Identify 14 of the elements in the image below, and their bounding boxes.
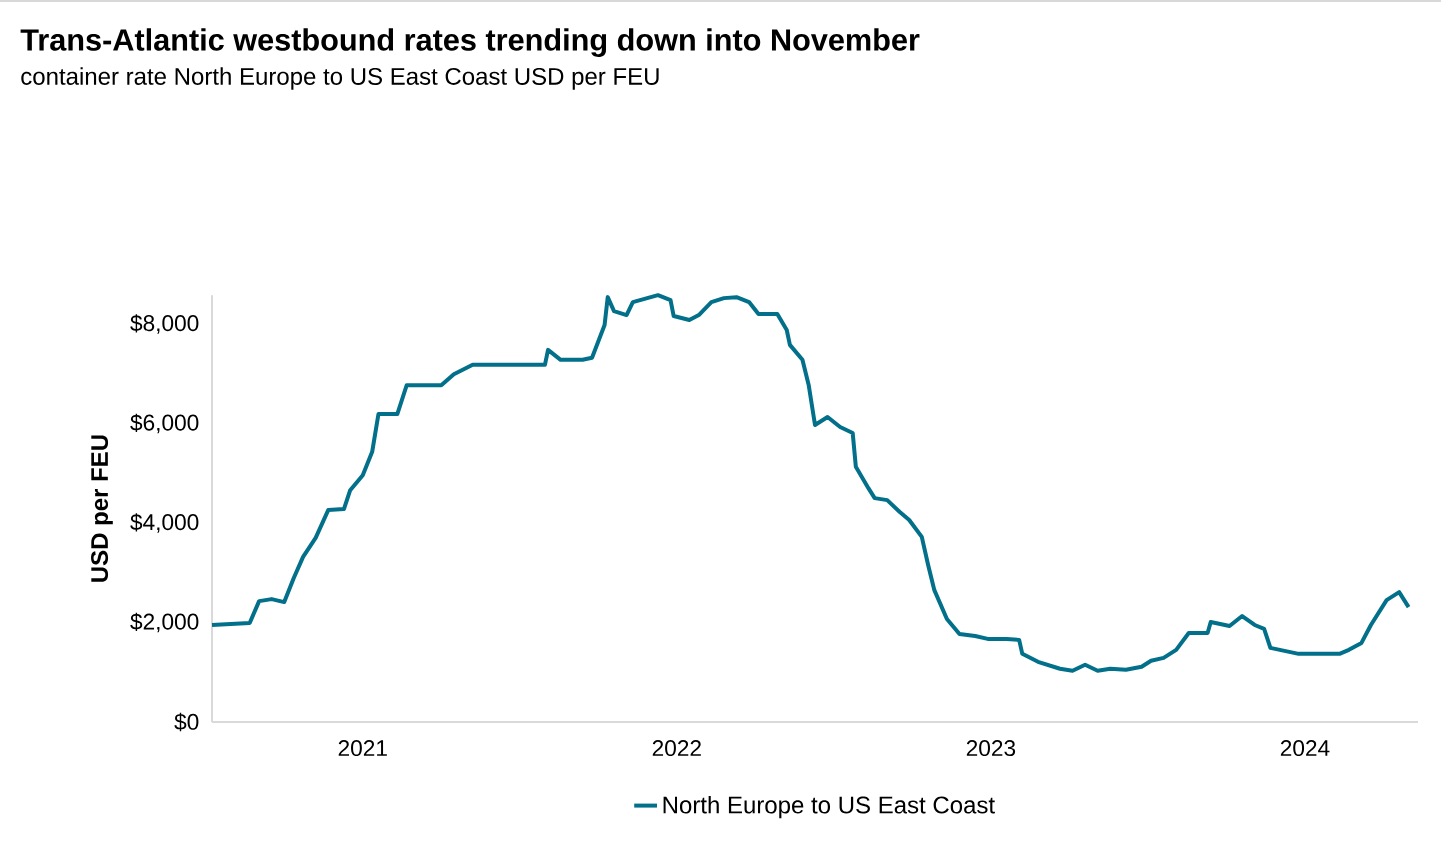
y-tick-label: $2,000 — [130, 612, 199, 633]
line-series — [210, 293, 1411, 673]
x-tick-label: 2023 — [966, 740, 1016, 757]
y-tick-label: $8,000 — [130, 314, 199, 334]
y-axis-title: USD per FEU — [91, 435, 113, 582]
y-tick-label: $4,000 — [130, 513, 199, 533]
y-tick-label: $0 — [174, 712, 199, 732]
x-tick-label: 2021 — [338, 740, 387, 757]
y-tick-label: $6,000 — [130, 413, 199, 434]
x-tick-label: 2024 — [1280, 740, 1330, 757]
chart-subtitle: container rate North Europe to US East Coast USD per FEU — [21, 67, 659, 90]
x-tick-label: 2022 — [652, 740, 701, 757]
chart-title: Trans-Atlantic westbound rates trending down into November — [20, 28, 920, 57]
legend-label: North Europe to US East Coast — [663, 795, 995, 819]
